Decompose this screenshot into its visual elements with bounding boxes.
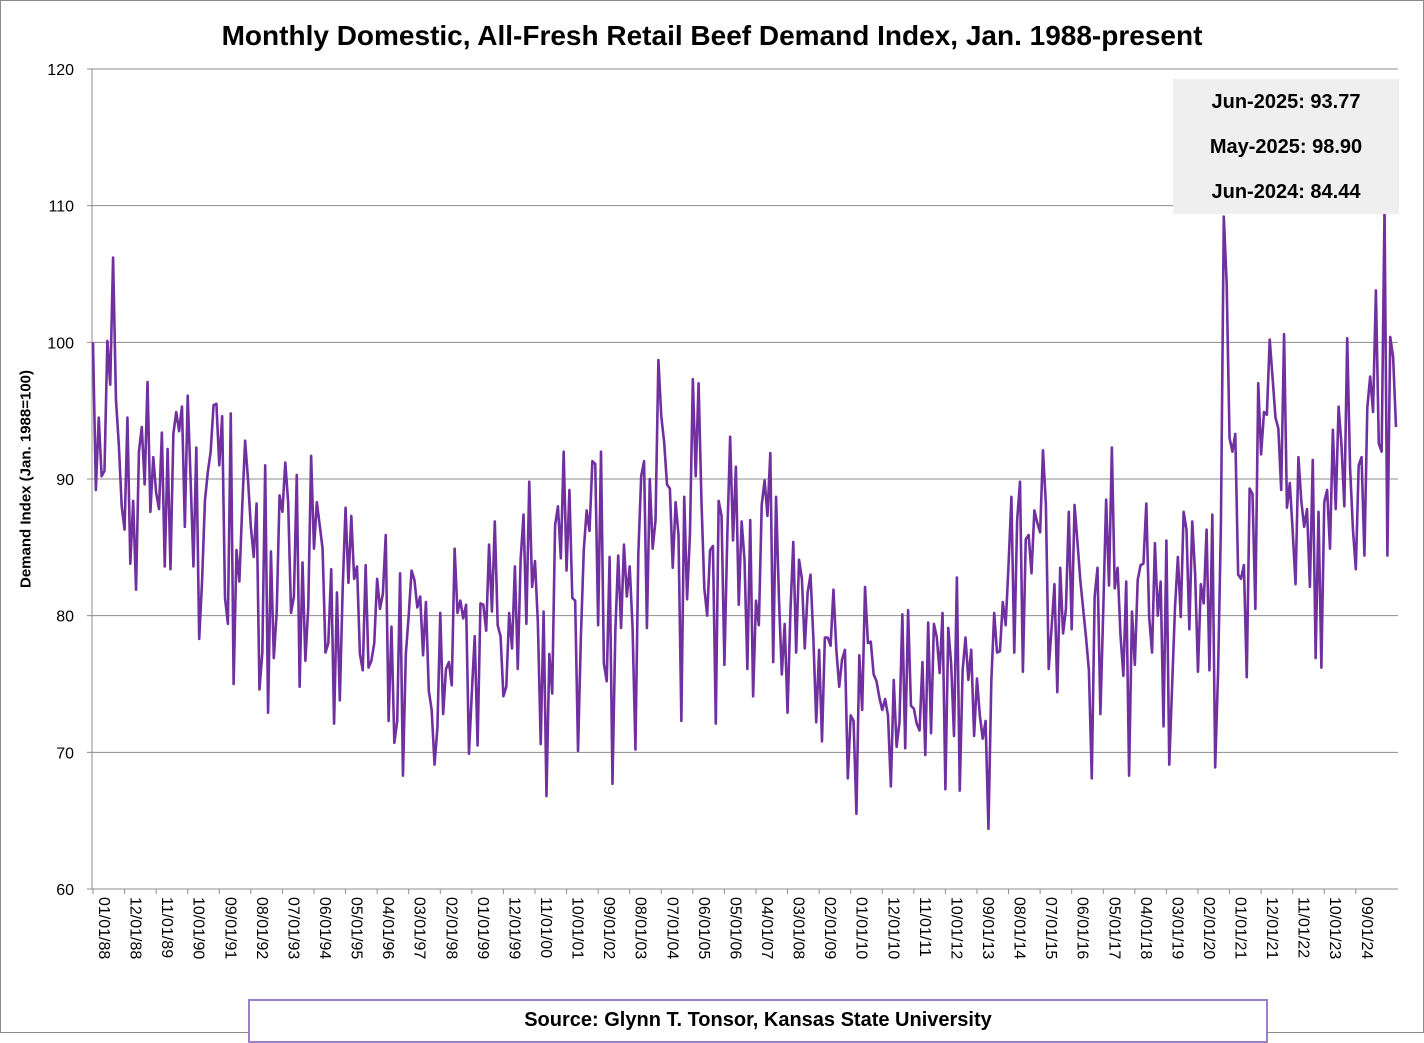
x-tick-label: 02/01/20 — [1200, 897, 1217, 959]
x-tick-label: 06/01/16 — [1074, 897, 1091, 959]
x-tick-label: 07/01/15 — [1042, 897, 1059, 959]
x-tick-label: 03/01/97 — [411, 897, 428, 959]
latest-values-box: Jun-2025: 93.77 May-2025: 98.90 Jun-2024… — [1173, 79, 1399, 214]
x-tick-label: 11/01/11 — [916, 897, 933, 957]
x-tick-label: 09/01/24 — [1358, 897, 1375, 959]
x-tick-label: 10/01/01 — [569, 897, 586, 959]
x-tick-label: 10/01/90 — [190, 897, 207, 959]
y-tick-label: 100 — [47, 335, 74, 352]
x-tick-label: 07/01/93 — [284, 897, 301, 959]
x-tick-label: 03/01/08 — [790, 897, 807, 959]
x-tick-label: 01/01/10 — [853, 897, 870, 959]
x-tick-label: 04/01/07 — [758, 897, 775, 959]
x-tick-label: 11/01/00 — [537, 897, 554, 958]
x-tick-label: 10/01/12 — [947, 897, 964, 959]
x-tick-label: 05/01/17 — [1105, 897, 1122, 959]
x-tick-label: 09/01/91 — [221, 897, 238, 959]
source-box: Source: Glynn T. Tonsor, Kansas State Un… — [248, 999, 1268, 1043]
x-tick-label: 06/01/94 — [316, 897, 333, 959]
x-tick-label: 12/01/88 — [127, 897, 144, 959]
x-tick-label: 09/01/02 — [600, 897, 617, 959]
chart-title: Monthly Domestic, All-Fresh Retail Beef … — [221, 20, 1203, 51]
y-tick-label: 80 — [56, 609, 74, 626]
x-tick-label: 01/01/88 — [95, 897, 112, 959]
y-tick-label: 70 — [56, 745, 74, 762]
x-tick-label: 02/01/09 — [821, 897, 838, 959]
x-tick-label: 05/01/06 — [726, 897, 743, 959]
x-tick-label: 08/01/14 — [1011, 897, 1028, 959]
x-tick-label: 07/01/04 — [663, 897, 680, 959]
source-text: Source: Glynn T. Tonsor, Kansas State Un… — [524, 1009, 992, 1031]
x-tick-label: 12/01/10 — [884, 897, 901, 959]
x-tick-label: 11/01/22 — [1295, 897, 1312, 958]
y-tick-label: 120 — [47, 62, 74, 79]
x-tick-label: 09/01/13 — [979, 897, 996, 959]
x-tick-label: 04/01/96 — [379, 897, 396, 959]
series-layer — [91, 207, 1398, 831]
x-tick-label: 08/01/92 — [253, 897, 270, 959]
series-line-demand-index — [91, 207, 1398, 831]
annotation-previous-month: May-2025: 98.90 — [1209, 136, 1363, 158]
annotation-year-ago: Jun-2024: 84.44 — [1211, 181, 1361, 203]
y-tick-labels: 60 70 80 90 100 110 120 — [47, 62, 74, 899]
x-tick-label: 01/01/21 — [1232, 897, 1249, 959]
x-tick-label: 10/01/23 — [1326, 897, 1343, 959]
x-tick-label: 12/01/99 — [505, 897, 522, 959]
y-tick-label: 90 — [56, 472, 74, 489]
x-tick-labels: 01/01/88 12/01/88 11/01/89 10/01/90 09/01/91… — [95, 897, 1375, 959]
x-tick-label: 11/01/89 — [158, 897, 175, 958]
x-tick-label: 12/01/21 — [1263, 897, 1280, 959]
x-tick-label: 02/01/98 — [442, 897, 459, 959]
x-tick-label: 05/01/95 — [348, 897, 365, 959]
x-tick-label: 04/01/18 — [1137, 897, 1154, 959]
y-tick-label: 60 — [56, 882, 74, 899]
axes — [87, 68, 1398, 894]
x-tick-label: 03/01/19 — [1168, 897, 1185, 959]
x-tick-label: 06/01/05 — [695, 897, 712, 959]
x-tick-label: 01/01/99 — [474, 897, 491, 959]
y-tick-label: 110 — [48, 199, 74, 216]
x-tick-label: 08/01/03 — [632, 897, 649, 959]
annotation-latest: Jun-2025: 93.77 — [1211, 91, 1361, 113]
